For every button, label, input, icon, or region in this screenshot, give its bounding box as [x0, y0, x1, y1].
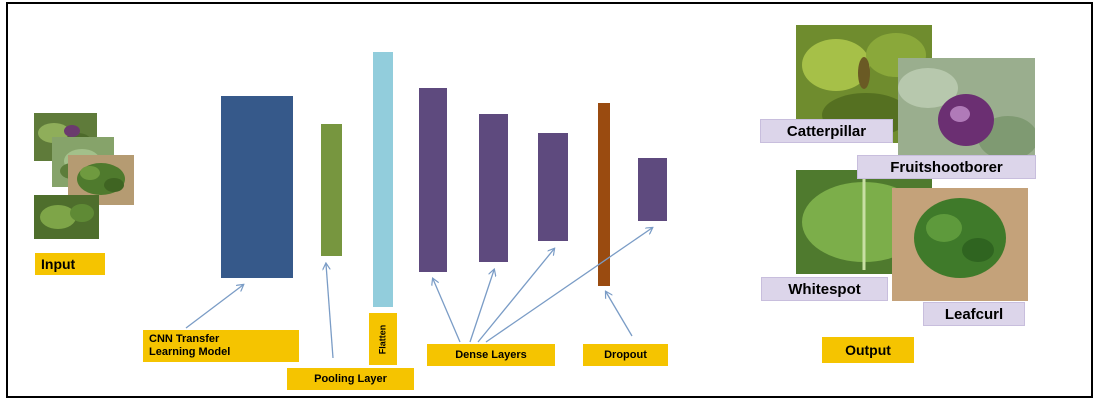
cnn-transfer-block	[221, 96, 293, 278]
output-photo-fruitshootborer	[898, 58, 1035, 164]
dense-layer-3	[538, 133, 568, 241]
dense-layers-label: Dense Layers	[427, 344, 555, 366]
dense-layer-1	[419, 88, 447, 272]
class-label-fruitshootborer: Fruitshootborer	[857, 155, 1036, 179]
input-label: Input	[35, 253, 105, 275]
flatten-label: Flatten	[377, 324, 388, 354]
dropout-layer-block	[598, 103, 610, 286]
output-label: Output	[822, 337, 914, 363]
dropout-label: Dropout	[583, 344, 668, 366]
input-photo-plant	[68, 155, 134, 205]
arrow-dropout	[606, 292, 633, 337]
flatten-label-box: Flatten	[369, 313, 397, 365]
arrow-pooling	[326, 264, 334, 359]
input-photo-leaves-2	[34, 195, 99, 239]
dense-layer-4	[638, 158, 667, 221]
output-photo-leafcurl	[892, 188, 1028, 301]
arrow-dense-1	[433, 279, 461, 343]
cnn-transfer-label: CNN Transfer Learning Model	[143, 330, 299, 362]
arrow-dense-2	[469, 270, 494, 343]
pooling-layer-block	[321, 124, 342, 256]
arrow-dense-4	[485, 228, 652, 343]
arrow-cnn	[185, 285, 243, 329]
class-label-catterpillar: Catterpillar	[760, 119, 893, 143]
arrow-dense-3	[477, 249, 554, 343]
dense-layer-2	[479, 114, 508, 262]
class-label-leafcurl: Leafcurl	[923, 302, 1025, 326]
class-label-whitespot: Whitespot	[761, 277, 888, 301]
flatten-layer-block	[373, 52, 393, 307]
pooling-layer-label: Pooling Layer	[287, 368, 414, 390]
